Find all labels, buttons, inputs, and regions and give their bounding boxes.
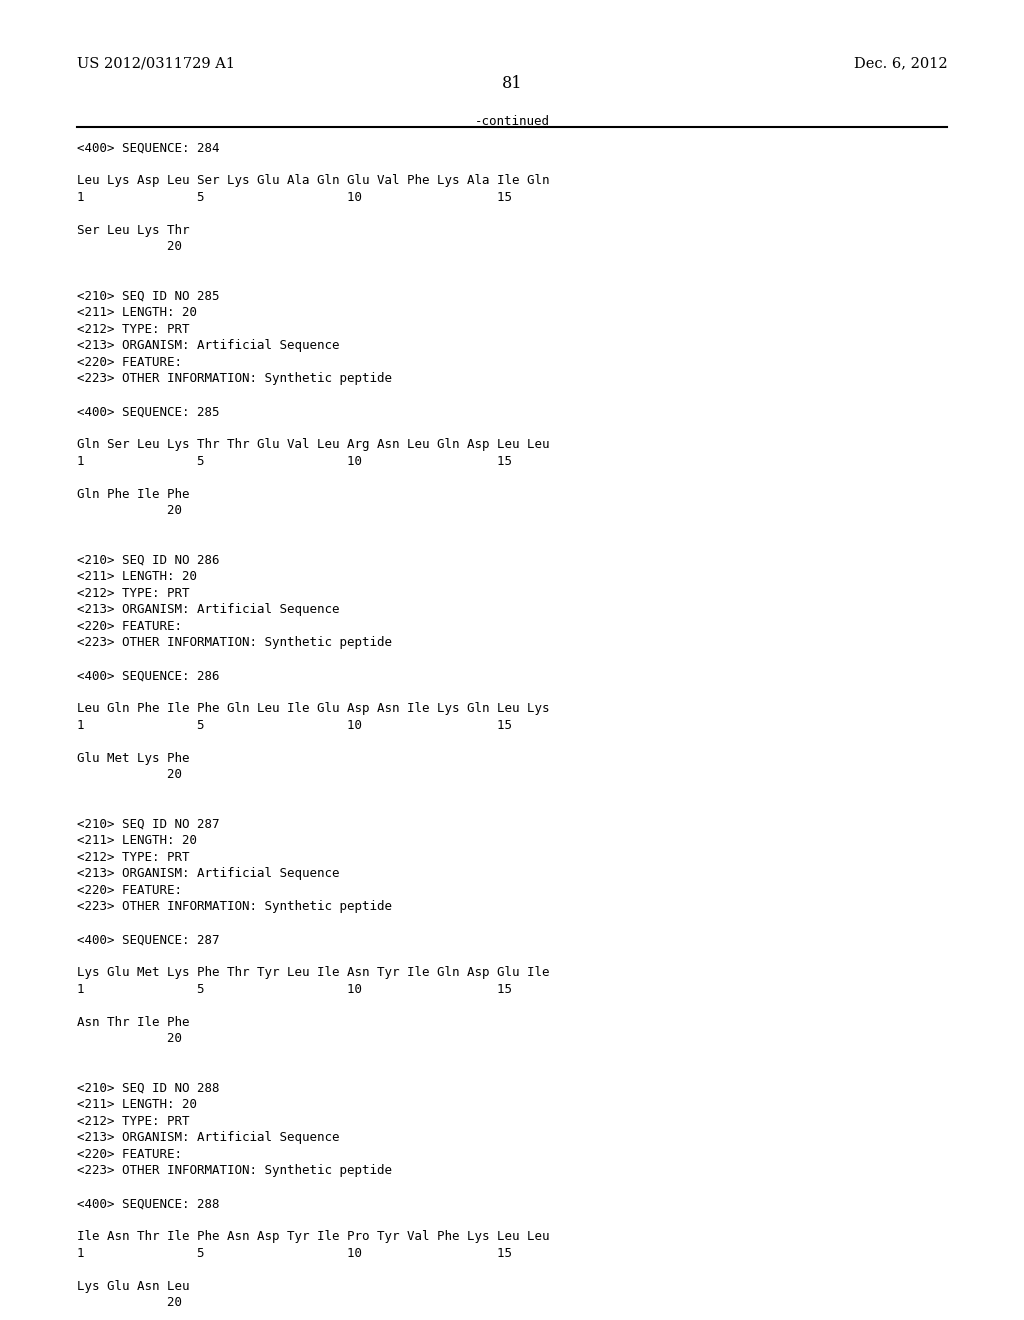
- Text: <400> SEQUENCE: 285: <400> SEQUENCE: 285: [77, 405, 219, 418]
- Text: <211> LENGTH: 20: <211> LENGTH: 20: [77, 1098, 197, 1111]
- Text: Dec. 6, 2012: Dec. 6, 2012: [854, 57, 947, 71]
- Text: <210> SEQ ID NO 288: <210> SEQ ID NO 288: [77, 1082, 219, 1094]
- Text: US 2012/0311729 A1: US 2012/0311729 A1: [77, 57, 234, 71]
- Text: 20: 20: [77, 1032, 182, 1045]
- Text: <223> OTHER INFORMATION: Synthetic peptide: <223> OTHER INFORMATION: Synthetic pepti…: [77, 900, 392, 913]
- Text: <210> SEQ ID NO 287: <210> SEQ ID NO 287: [77, 818, 219, 830]
- Text: <210> SEQ ID NO 286: <210> SEQ ID NO 286: [77, 554, 219, 566]
- Text: <210> SEQ ID NO 285: <210> SEQ ID NO 285: [77, 290, 219, 302]
- Text: Lys Glu Asn Leu: Lys Glu Asn Leu: [77, 1280, 189, 1292]
- Text: <220> FEATURE:: <220> FEATURE:: [77, 355, 182, 368]
- Text: 1               5                   10                  15: 1 5 10 15: [77, 718, 512, 731]
- Text: Ile Asn Thr Ile Phe Asn Asp Tyr Ile Pro Tyr Val Phe Lys Leu Leu: Ile Asn Thr Ile Phe Asn Asp Tyr Ile Pro …: [77, 1230, 549, 1243]
- Text: Gln Ser Leu Lys Thr Thr Glu Val Leu Arg Asn Leu Gln Asp Leu Leu: Gln Ser Leu Lys Thr Thr Glu Val Leu Arg …: [77, 438, 549, 451]
- Text: Glu Met Lys Phe: Glu Met Lys Phe: [77, 752, 189, 764]
- Text: <213> ORGANISM: Artificial Sequence: <213> ORGANISM: Artificial Sequence: [77, 867, 339, 880]
- Text: 1               5                   10                  15: 1 5 10 15: [77, 982, 512, 995]
- Text: 81: 81: [502, 75, 522, 92]
- Text: 1               5                   10                  15: 1 5 10 15: [77, 1246, 512, 1259]
- Text: <220> FEATURE:: <220> FEATURE:: [77, 620, 182, 632]
- Text: <213> ORGANISM: Artificial Sequence: <213> ORGANISM: Artificial Sequence: [77, 603, 339, 616]
- Text: <400> SEQUENCE: 287: <400> SEQUENCE: 287: [77, 933, 219, 946]
- Text: Leu Lys Asp Leu Ser Lys Glu Ala Gln Glu Val Phe Lys Ala Ile Gln: Leu Lys Asp Leu Ser Lys Glu Ala Gln Glu …: [77, 174, 549, 187]
- Text: <212> TYPE: PRT: <212> TYPE: PRT: [77, 586, 189, 599]
- Text: <213> ORGANISM: Artificial Sequence: <213> ORGANISM: Artificial Sequence: [77, 339, 339, 352]
- Text: <211> LENGTH: 20: <211> LENGTH: 20: [77, 834, 197, 847]
- Text: <211> LENGTH: 20: <211> LENGTH: 20: [77, 306, 197, 319]
- Text: <400> SEQUENCE: 286: <400> SEQUENCE: 286: [77, 669, 219, 682]
- Text: Leu Gln Phe Ile Phe Gln Leu Ile Glu Asp Asn Ile Lys Gln Leu Lys: Leu Gln Phe Ile Phe Gln Leu Ile Glu Asp …: [77, 702, 549, 715]
- Text: <212> TYPE: PRT: <212> TYPE: PRT: [77, 322, 189, 335]
- Text: <212> TYPE: PRT: <212> TYPE: PRT: [77, 850, 189, 863]
- Text: <223> OTHER INFORMATION: Synthetic peptide: <223> OTHER INFORMATION: Synthetic pepti…: [77, 372, 392, 385]
- Text: 20: 20: [77, 240, 182, 253]
- Text: <220> FEATURE:: <220> FEATURE:: [77, 1148, 182, 1160]
- Text: Lys Glu Met Lys Phe Thr Tyr Leu Ile Asn Tyr Ile Gln Asp Glu Ile: Lys Glu Met Lys Phe Thr Tyr Leu Ile Asn …: [77, 966, 549, 979]
- Text: <400> SEQUENCE: 284: <400> SEQUENCE: 284: [77, 141, 219, 154]
- Text: 1               5                   10                  15: 1 5 10 15: [77, 454, 512, 467]
- Text: Gln Phe Ile Phe: Gln Phe Ile Phe: [77, 487, 189, 500]
- Text: <223> OTHER INFORMATION: Synthetic peptide: <223> OTHER INFORMATION: Synthetic pepti…: [77, 636, 392, 649]
- Text: 20: 20: [77, 768, 182, 781]
- Text: 20: 20: [77, 504, 182, 517]
- Text: <400> SEQUENCE: 288: <400> SEQUENCE: 288: [77, 1197, 219, 1210]
- Text: <220> FEATURE:: <220> FEATURE:: [77, 884, 182, 896]
- Text: <212> TYPE: PRT: <212> TYPE: PRT: [77, 1114, 189, 1127]
- Text: 20: 20: [77, 1296, 182, 1309]
- Text: <211> LENGTH: 20: <211> LENGTH: 20: [77, 570, 197, 583]
- Text: -continued: -continued: [474, 115, 550, 128]
- Text: 1               5                   10                  15: 1 5 10 15: [77, 190, 512, 203]
- Text: <223> OTHER INFORMATION: Synthetic peptide: <223> OTHER INFORMATION: Synthetic pepti…: [77, 1164, 392, 1177]
- Text: Asn Thr Ile Phe: Asn Thr Ile Phe: [77, 1016, 189, 1028]
- Text: Ser Leu Lys Thr: Ser Leu Lys Thr: [77, 223, 189, 236]
- Text: <213> ORGANISM: Artificial Sequence: <213> ORGANISM: Artificial Sequence: [77, 1131, 339, 1144]
